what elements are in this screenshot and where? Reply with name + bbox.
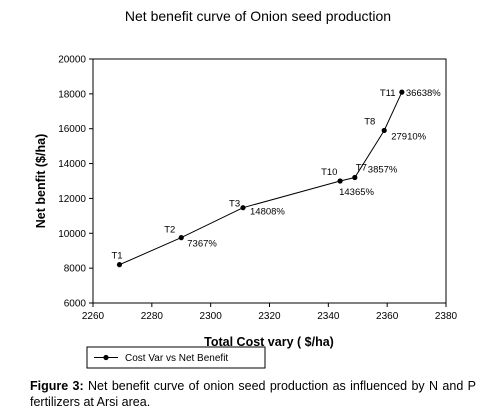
chart-title: Net benefit curve of Onion seed producti…: [125, 8, 391, 24]
data-point-t2: [178, 235, 184, 241]
data-point-t7: [352, 174, 358, 181]
x-tick-label: 2320: [258, 311, 281, 322]
legend-marker: [103, 354, 109, 361]
y-tick-label: 16000: [58, 124, 86, 135]
series-line-cost-var-vs-net-benefit: [119, 91, 403, 266]
point-annotation-t2: 7367%: [187, 239, 217, 250]
x-axis-ticks: 2260 2280 2300 2320 2340 2360 2380: [82, 303, 458, 322]
data-point-t10: [337, 178, 343, 184]
legend-label: Cost Var vs Net Benefit: [125, 353, 228, 364]
point-annotation-t3: 14808%: [250, 207, 285, 218]
x-tick-label: 2280: [141, 311, 164, 322]
point-label-t11: T11: [380, 88, 396, 99]
point-label-t10: T10: [321, 167, 337, 178]
point-label-t2: T2: [164, 225, 175, 236]
figure-caption: Figure 3: Net benefit curve of onion see…: [30, 378, 476, 410]
y-tick-label: 20000: [58, 55, 86, 66]
x-tick-label: 2380: [435, 311, 458, 322]
net-benefit-chart: Net benefit curve of Onion seed producti…: [34, 8, 458, 369]
x-axis-label: Total Cost vary ( $/ha): [204, 335, 334, 349]
y-tick-label: 12000: [58, 194, 86, 205]
y-tick-label: 14000: [58, 159, 86, 170]
data-point-t1: [116, 262, 123, 268]
x-tick-label: 2300: [200, 311, 223, 322]
data-point-t3: [240, 205, 246, 211]
data-point-t8: [381, 127, 387, 134]
data-point-t11: [399, 89, 405, 95]
point-label-t3: T3: [229, 199, 240, 210]
figure-caption-text: Net benefit curve of onion seed producti…: [30, 379, 476, 409]
point-label-t1: T1: [111, 251, 122, 262]
point-annotation-t7: 3857%: [368, 165, 398, 176]
y-tick-label: 10000: [58, 229, 86, 240]
y-axis-label: Net benfit ($/ha): [34, 134, 48, 228]
x-tick-label: 2360: [376, 311, 399, 322]
point-label-t7: T7: [356, 163, 367, 174]
y-tick-label: 8000: [64, 264, 87, 275]
x-tick-label: 2260: [82, 311, 105, 322]
point-annotation-t10: 14365%: [339, 187, 374, 198]
point-label-t8: T8: [364, 116, 375, 127]
y-tick-label: 6000: [64, 299, 87, 310]
figure-label: Figure 3:: [30, 379, 84, 393]
y-tick-label: 18000: [58, 89, 86, 100]
point-annotation-t11: 36638%: [406, 88, 441, 99]
legend-frame: [86, 346, 266, 369]
legend: Cost Var vs Net Benefit: [86, 346, 266, 369]
x-tick-label: 2340: [317, 311, 340, 322]
point-annotation-t8: 27910%: [391, 131, 426, 142]
y-axis-ticks: 6000 8000 10000 12000 14000 16000 18000 20000: [58, 55, 93, 310]
